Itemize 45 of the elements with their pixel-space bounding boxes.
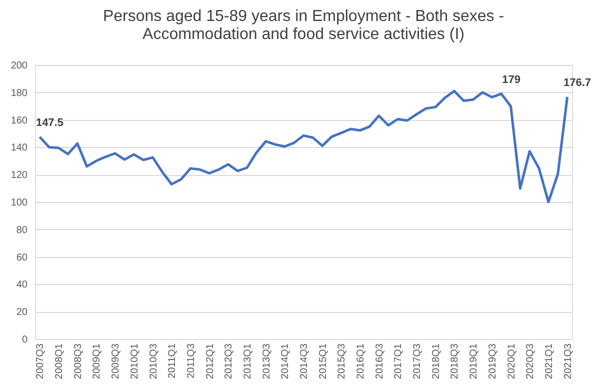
x-tick-label: 2021Q3	[562, 343, 574, 380]
x-tick-label: 2020Q3	[525, 343, 536, 380]
x-tick-label: 2011Q1	[167, 343, 178, 378]
x-tick-label: 2012Q3	[224, 343, 235, 380]
x-tick-label: 2020Q1	[506, 343, 518, 380]
x-tick-label: 2013Q1	[242, 343, 254, 380]
x-tick-label: 2018Q3	[450, 343, 461, 380]
y-tick-label: 20	[16, 307, 28, 318]
x-tick-label: 2021Q1	[544, 343, 555, 380]
x-tick-label: 2009Q3	[110, 343, 122, 380]
y-tick-label: 180	[10, 88, 28, 99]
y-tick-label: 120	[10, 170, 28, 182]
x-tick-label: 2016Q1	[356, 343, 367, 380]
data-label: 147.5	[36, 116, 64, 129]
x-tick-label: 2014Q3	[299, 343, 310, 380]
x-tick-label: 2010Q1	[129, 343, 140, 380]
x-tick-label: 2009Q1	[92, 343, 103, 380]
x-tick-label: 2017Q1	[393, 343, 404, 380]
x-tick-label: 2013Q3	[261, 343, 272, 380]
y-tick-label: 200	[10, 60, 28, 72]
line-series	[38, 90, 569, 204]
x-tick-label: 2008Q1	[54, 343, 66, 380]
y-tick-label: 40	[16, 280, 28, 291]
y-tick-label: 60	[16, 252, 28, 264]
x-tick-label: 2014Q1	[280, 343, 292, 380]
data-label: 179	[502, 74, 521, 86]
x-tick-label: 2012Q1	[204, 343, 216, 380]
x-tick-label: 2019Q1	[468, 343, 480, 380]
x-tick-label: 2018Q1	[430, 343, 442, 380]
x-tick-label: 2007Q3	[35, 343, 46, 380]
x-tick-label: 2015Q3	[336, 343, 348, 380]
chart-title: Persons aged 15-89 years in Employment - Both sexes - Accommodation and food service activities (I)	[102, 8, 504, 43]
y-tick-label: 140	[10, 142, 28, 154]
x-tick-label: 2015Q1	[318, 343, 329, 380]
x-tick-label: 2016Q3	[374, 343, 386, 380]
x-tick-label: 2017Q3	[412, 343, 424, 380]
y-tick-label: 0	[22, 334, 28, 346]
y-tick-label: 80	[16, 224, 28, 236]
y-tick-label: 160	[10, 115, 28, 126]
x-tick-label: 2019Q3	[487, 343, 498, 380]
data-label: 176.7	[564, 76, 592, 89]
x-tick-label: 2011Q3	[186, 343, 197, 378]
y-tick-label: 100	[10, 198, 28, 208]
x-tick-label: 2008Q3	[72, 343, 84, 380]
x-tick-label: 2010Q3	[148, 343, 160, 380]
